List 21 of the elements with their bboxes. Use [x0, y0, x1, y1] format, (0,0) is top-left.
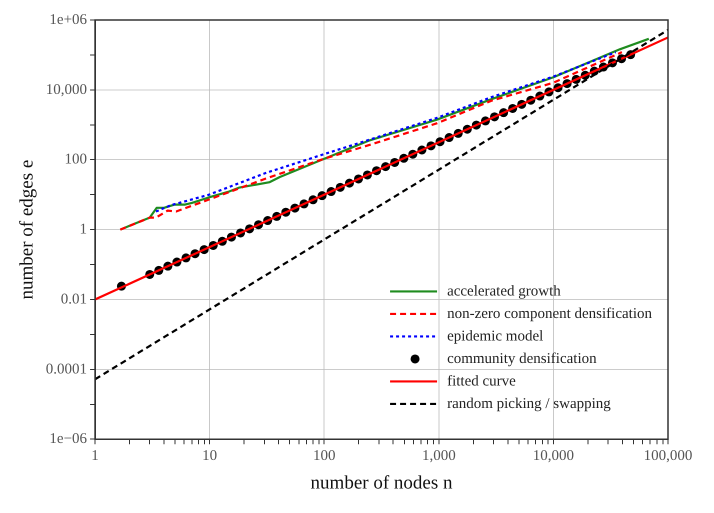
y-axis-title: number of edges e [16, 160, 38, 300]
x-tick-label: 1 [91, 448, 99, 464]
legend-label: random picking / swapping [447, 396, 612, 412]
x-tick-label: 10,000 [532, 448, 574, 464]
y-tick-label: 100 [64, 152, 88, 168]
legend-label: epidemic model [447, 328, 544, 344]
y-tick-label: 1 [80, 222, 88, 238]
x-tick-label: 100,000 [644, 448, 692, 464]
y-tick-label: 0.0001 [46, 361, 88, 378]
legend-label: fitted curve [447, 373, 516, 390]
x-tick-label: 1,000 [422, 448, 456, 464]
legend-label: community densification [447, 350, 598, 367]
y-tick-label: 1e−06 [49, 431, 88, 448]
y-tick-label: 1e+06 [49, 12, 88, 28]
legend-label: accelerated growth [447, 283, 562, 300]
x-tick-label: 100 [312, 448, 336, 464]
x-axis-title: number of nodes n [310, 472, 453, 494]
y-tick-label: 10,000 [46, 82, 88, 98]
y-tick-label: 0.01 [60, 291, 88, 308]
legend-label: non-zero component densification [447, 306, 652, 322]
x-tick-label: 10 [202, 448, 218, 464]
